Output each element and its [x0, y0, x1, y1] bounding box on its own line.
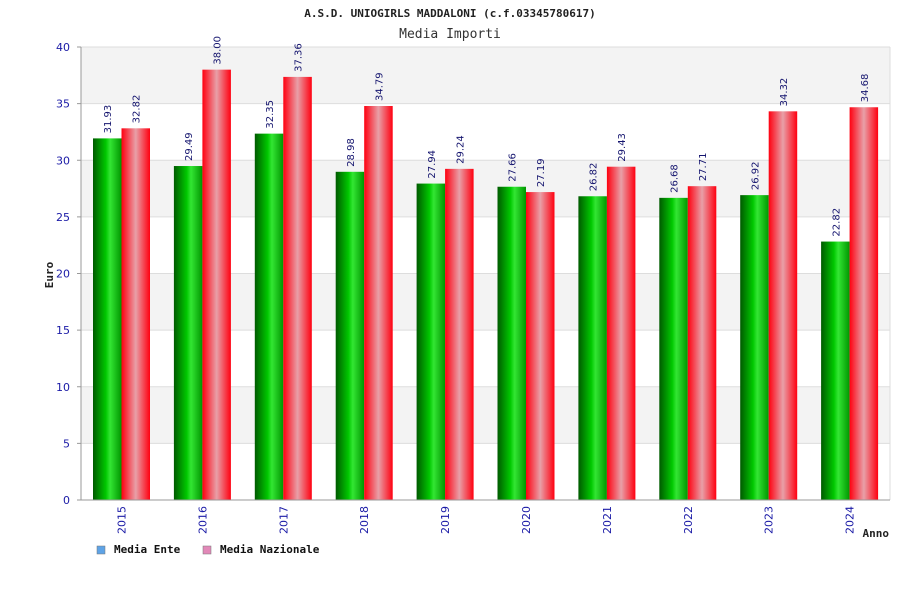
chart-title: A.S.D. UNIOGIRLS MADDALONI (c.f.03345780…: [304, 7, 595, 20]
bar-media-nazionale: [364, 106, 393, 501]
x-tick-label: 2020: [520, 506, 533, 534]
y-tick-label: 10: [56, 381, 70, 394]
data-label: 38.00: [213, 36, 224, 65]
y-tick-label: 5: [63, 437, 70, 450]
y-tick-label: 15: [56, 324, 70, 337]
x-axis-label: Anno: [863, 527, 890, 540]
bar-media-nazionale: [202, 69, 231, 501]
x-axis-ticks: 2015 2016 2017 2018 2019 2020 2021 2022 2023 2024: [116, 506, 857, 534]
data-label: 29.43: [617, 133, 628, 162]
data-label: 34.79: [374, 72, 385, 101]
data-label: 26.68: [670, 164, 681, 193]
data-label: 29.49: [184, 132, 195, 161]
y-tick-label: 0: [63, 494, 70, 507]
bar-media-nazionale: [849, 107, 879, 501]
bar-media-nazionale: [606, 166, 636, 500]
bar-media-nazionale: [526, 192, 555, 501]
x-tick-label: 2024: [844, 506, 857, 534]
data-label: 29.24: [455, 135, 466, 164]
data-labels-group: 31.93 32.82 29.49 38.00 32.35 37.36 28.98 34.79…: [103, 36, 871, 237]
x-tick-label: 2018: [358, 506, 371, 534]
data-label: 27.66: [508, 153, 519, 182]
data-label: 27.71: [698, 153, 709, 182]
plot-band: [81, 103, 890, 161]
bar-media-nazionale: [687, 186, 717, 500]
data-label: 34.32: [779, 78, 790, 107]
legend-label: Media Nazionale: [220, 543, 320, 556]
y-tick-label: 35: [56, 98, 70, 111]
data-label: 27.19: [536, 158, 547, 187]
x-tick-label: 2015: [116, 506, 129, 534]
data-label: 22.82: [831, 208, 842, 237]
x-tick-label: 2017: [277, 506, 290, 534]
plot-band: [81, 47, 890, 104]
chart-subtitle: Media Importi: [399, 27, 501, 42]
x-tick-label: 2022: [682, 506, 695, 534]
bar-media-ente: [416, 183, 446, 500]
legend-label: Media Ente: [114, 543, 181, 556]
bar-media-ente: [578, 196, 607, 501]
y-tick-label: 30: [56, 154, 70, 167]
data-label: 31.93: [103, 105, 114, 134]
bar-media-nazionale: [768, 111, 798, 501]
bars-group: [93, 69, 879, 501]
data-label: 27.94: [427, 150, 438, 179]
legend-swatch: [96, 545, 106, 555]
bar-media-ente: [173, 166, 203, 500]
x-tick-label: 2016: [196, 506, 209, 534]
x-tick-label: 2023: [763, 506, 776, 534]
y-axis-ticks: 0 5 10 15 20 25 30 35 40: [56, 41, 81, 507]
data-label: 37.36: [294, 43, 305, 72]
bar-media-ente: [740, 195, 769, 501]
bar-media-nazionale: [445, 168, 474, 500]
y-tick-label: 40: [56, 41, 70, 54]
x-tick-label: 2021: [601, 506, 614, 534]
bar-media-nazionale: [283, 76, 312, 500]
bar-media-ente: [335, 171, 365, 500]
data-label: 26.82: [589, 163, 600, 192]
data-label: 26.92: [750, 161, 761, 190]
bar-media-ente: [93, 138, 122, 500]
bar-media-ente: [659, 197, 688, 500]
data-label: 34.68: [860, 74, 871, 103]
legend: Media Ente Media Nazionale: [96, 543, 320, 556]
data-label: 32.82: [132, 95, 143, 124]
y-tick-label: 25: [56, 211, 70, 224]
bar-media-ente: [821, 241, 850, 500]
y-tick-label: 20: [56, 268, 70, 281]
data-label: 28.98: [346, 138, 357, 167]
legend-swatch: [202, 545, 212, 555]
bar-media-ente: [254, 133, 284, 501]
bar-media-ente: [497, 186, 526, 501]
data-label: 32.35: [265, 100, 276, 129]
bar-media-nazionale: [121, 128, 150, 500]
y-axis-label: Euro: [43, 261, 56, 288]
x-tick-label: 2019: [439, 506, 452, 534]
